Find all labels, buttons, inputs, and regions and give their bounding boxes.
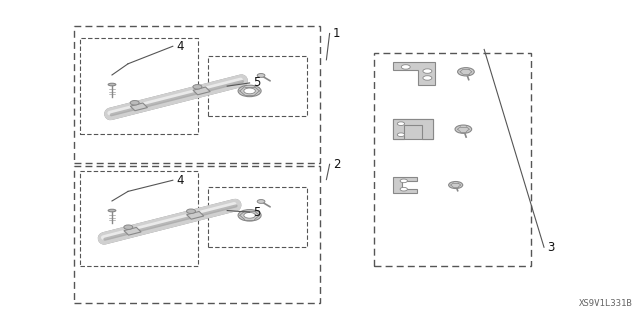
- Circle shape: [400, 179, 408, 183]
- Polygon shape: [187, 211, 204, 219]
- Circle shape: [401, 65, 410, 69]
- Circle shape: [423, 69, 432, 73]
- Bar: [74, 26, 320, 163]
- Circle shape: [130, 100, 139, 105]
- Circle shape: [186, 209, 195, 213]
- Circle shape: [449, 182, 463, 189]
- Ellipse shape: [108, 209, 116, 212]
- Circle shape: [244, 212, 255, 218]
- Circle shape: [455, 125, 472, 133]
- Text: 1: 1: [333, 27, 340, 40]
- Bar: [74, 166, 320, 303]
- Circle shape: [397, 133, 404, 137]
- Text: 4: 4: [176, 40, 184, 53]
- Circle shape: [397, 122, 404, 125]
- Polygon shape: [131, 103, 147, 111]
- Ellipse shape: [108, 83, 116, 86]
- Circle shape: [423, 76, 432, 80]
- Text: 5: 5: [253, 77, 260, 89]
- Circle shape: [238, 85, 261, 97]
- Bar: [208, 56, 307, 116]
- Bar: [80, 38, 198, 134]
- Polygon shape: [393, 119, 433, 139]
- Circle shape: [257, 200, 265, 204]
- Text: 4: 4: [176, 174, 184, 187]
- Polygon shape: [124, 227, 141, 235]
- Bar: [374, 53, 531, 266]
- Bar: [208, 187, 307, 247]
- Circle shape: [193, 85, 202, 89]
- Text: XS9V1L331B: XS9V1L331B: [579, 299, 632, 308]
- Circle shape: [244, 88, 255, 94]
- Bar: [80, 171, 198, 266]
- Text: 3: 3: [547, 241, 555, 254]
- Text: 2: 2: [333, 158, 340, 171]
- Circle shape: [238, 210, 261, 221]
- Polygon shape: [193, 87, 210, 95]
- Polygon shape: [393, 62, 435, 85]
- Polygon shape: [393, 119, 433, 139]
- Circle shape: [257, 74, 265, 78]
- Polygon shape: [393, 177, 417, 193]
- Circle shape: [400, 187, 408, 191]
- Circle shape: [458, 68, 474, 76]
- Text: 5: 5: [253, 206, 260, 219]
- Circle shape: [124, 225, 132, 229]
